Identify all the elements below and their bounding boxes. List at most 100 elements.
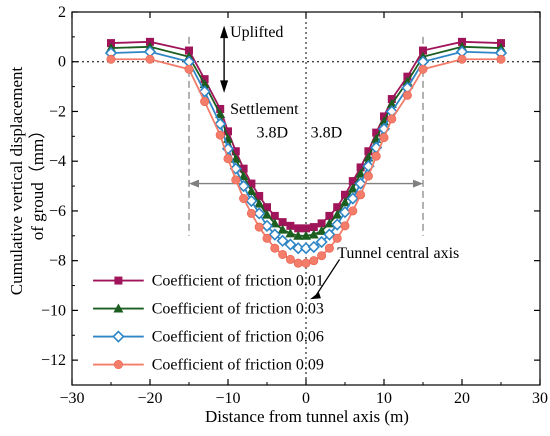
series-4-point <box>317 251 327 261</box>
series-4-point <box>239 194 249 204</box>
tunnel-axis-pointer-head <box>309 292 321 300</box>
series-4-point <box>231 175 241 185</box>
series-3-point <box>276 234 289 247</box>
series-4-point <box>324 243 334 253</box>
series-4-point <box>246 208 256 218</box>
series-4-point <box>200 97 210 107</box>
series-3-point <box>292 242 305 255</box>
series-2-point <box>262 209 272 219</box>
x-tick-label: 30 <box>532 390 548 407</box>
x-tick-label: −20 <box>137 390 162 407</box>
right-width-label: 3.8D <box>311 124 343 141</box>
x-tick-label: 0 <box>302 390 310 407</box>
series-4-point <box>371 151 381 161</box>
legend-label-2: Coefficient of friction 0.03 <box>152 301 324 318</box>
series-1-point <box>302 224 310 233</box>
series-2-point <box>293 230 304 240</box>
series-3-point <box>260 219 274 232</box>
y-tick-label: −12 <box>41 352 66 369</box>
series-1-point <box>294 224 303 233</box>
legend-marker-3 <box>112 330 125 343</box>
series-1-point <box>185 46 193 55</box>
series-4-point <box>309 256 319 266</box>
series-4-point <box>387 114 397 124</box>
series-4-point <box>379 133 389 143</box>
legend-marker-4 <box>113 360 123 370</box>
x-tick-label: 10 <box>376 390 392 407</box>
legend-label-4: Coefficient of friction 0.09 <box>152 357 324 374</box>
series-3-point <box>354 177 367 190</box>
series-3-point <box>284 238 297 251</box>
series-3-point <box>245 194 258 208</box>
series-4-point <box>215 130 225 140</box>
y-axis-label-line-1: Cumulative vertical displacement <box>7 66 26 295</box>
series-2-point <box>316 225 327 235</box>
series-3-point <box>315 235 328 249</box>
series-1-point <box>224 127 232 136</box>
series-4-point <box>356 190 366 200</box>
series-1-point <box>341 190 349 199</box>
series-4-point <box>106 54 116 64</box>
x-tick-label: −10 <box>215 390 240 407</box>
series-3-point <box>323 228 336 241</box>
x-tick-label: 20 <box>454 390 470 407</box>
series-2-point <box>332 209 343 219</box>
series-4-point <box>145 54 155 64</box>
series-2-point <box>285 228 296 238</box>
series-4-point <box>340 221 350 231</box>
settlement-label: Settlement <box>230 101 299 118</box>
series-layer <box>104 37 508 268</box>
y-tick-label: −10 <box>41 302 66 319</box>
uplifted-label: Uplifted <box>230 24 283 41</box>
series-3-point <box>268 228 281 241</box>
series-4-point <box>418 64 428 74</box>
series-1-point <box>317 219 326 228</box>
uplift-arrowhead <box>220 25 229 39</box>
series-3-point <box>214 117 227 131</box>
series-3-point <box>307 240 320 254</box>
series-3-point <box>198 85 211 98</box>
series-1-point <box>263 203 271 212</box>
legend-marker-1 <box>114 276 123 285</box>
series-4-point <box>363 171 373 181</box>
left-width-label: 3.8D <box>256 124 288 141</box>
legend-marker-2 <box>113 303 124 313</box>
y-tick-label: −6 <box>49 203 66 220</box>
series-1-point <box>255 192 264 201</box>
series-1-point <box>247 179 256 188</box>
series-2-point <box>301 230 311 240</box>
series-4-point <box>496 54 506 64</box>
influence-width-arrowhead-right <box>413 179 423 188</box>
y-tick-label: −2 <box>49 103 66 120</box>
series-3-point <box>253 207 266 220</box>
series-3-point <box>237 179 250 193</box>
series-2-point <box>340 197 350 207</box>
series-1-point <box>309 223 318 232</box>
series-3-point <box>346 192 359 205</box>
series-2-point <box>347 183 358 193</box>
series-2-point <box>238 171 249 181</box>
series-2-point <box>254 198 265 208</box>
series-2-point <box>215 108 226 118</box>
series-2 <box>106 41 506 240</box>
series-1-point <box>419 46 427 55</box>
series-4-point <box>184 64 194 74</box>
x-axis-label: Distance from tunnel axis (m) <box>205 407 409 426</box>
series-1-point <box>333 203 342 212</box>
legend-label-1: Coefficient of friction 0.01 <box>152 273 324 290</box>
series-2-point <box>277 224 288 234</box>
series-1-point <box>231 147 240 156</box>
series-1-point <box>286 221 295 230</box>
y-tick-label: −4 <box>49 153 66 170</box>
series-4-point <box>348 206 358 216</box>
series-4 <box>106 54 506 268</box>
series-4-point <box>301 258 311 268</box>
series-4-point <box>278 249 288 259</box>
y-tick-label: 0 <box>58 54 66 71</box>
settlement-arrowhead <box>220 80 229 93</box>
series-1-point <box>348 177 357 186</box>
series-4-point <box>293 258 303 268</box>
series-2-point <box>355 168 366 178</box>
tunnel-axis-label: Tunnel central axis <box>337 245 459 262</box>
